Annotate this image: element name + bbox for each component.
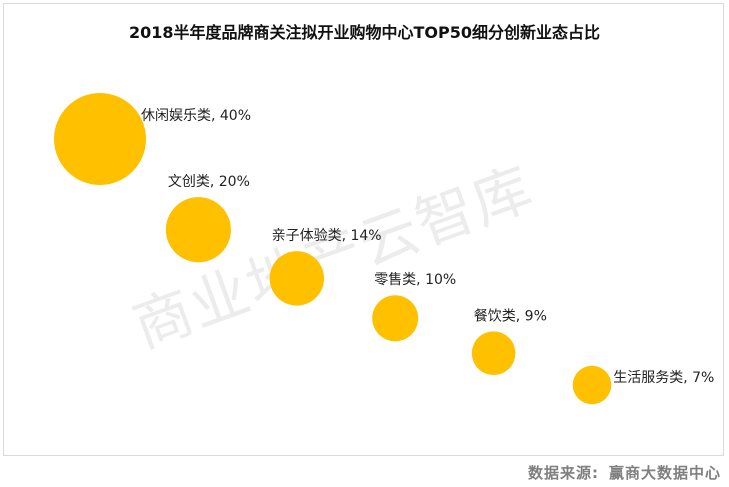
bubble-6 xyxy=(572,365,612,405)
data-label-3: 亲子体验类, 14% xyxy=(272,228,382,244)
data-label-1: 休闲娱乐类, 40% xyxy=(141,108,251,124)
chart-title: 2018半年度品牌商关注拟开业购物中心TOP50细分创新业态占比 xyxy=(128,23,601,42)
bubble-2 xyxy=(165,197,231,263)
bubble-5 xyxy=(471,331,516,376)
source-label: 数据来源: xyxy=(527,464,599,482)
data-label-4: 零售类, 10% xyxy=(374,272,456,288)
data-labels: 休闲娱乐类, 40% 文创类, 20% 亲子体验类, 14% 零售类, 10% 餐饮类,… xyxy=(141,108,714,386)
bubble-4 xyxy=(372,295,419,342)
data-label-2: 文创类, 20% xyxy=(168,174,250,190)
bubble-1 xyxy=(54,93,146,185)
source-value: 赢商大数据中心 xyxy=(608,464,721,482)
data-label-6: 生活服务类, 7% xyxy=(613,370,714,386)
bubble-series xyxy=(54,93,612,405)
bubble-3 xyxy=(269,251,325,306)
data-label-5: 餐饮类, 9% xyxy=(474,308,547,324)
source-note: 数据来源: 赢商大数据中心 xyxy=(528,462,721,483)
